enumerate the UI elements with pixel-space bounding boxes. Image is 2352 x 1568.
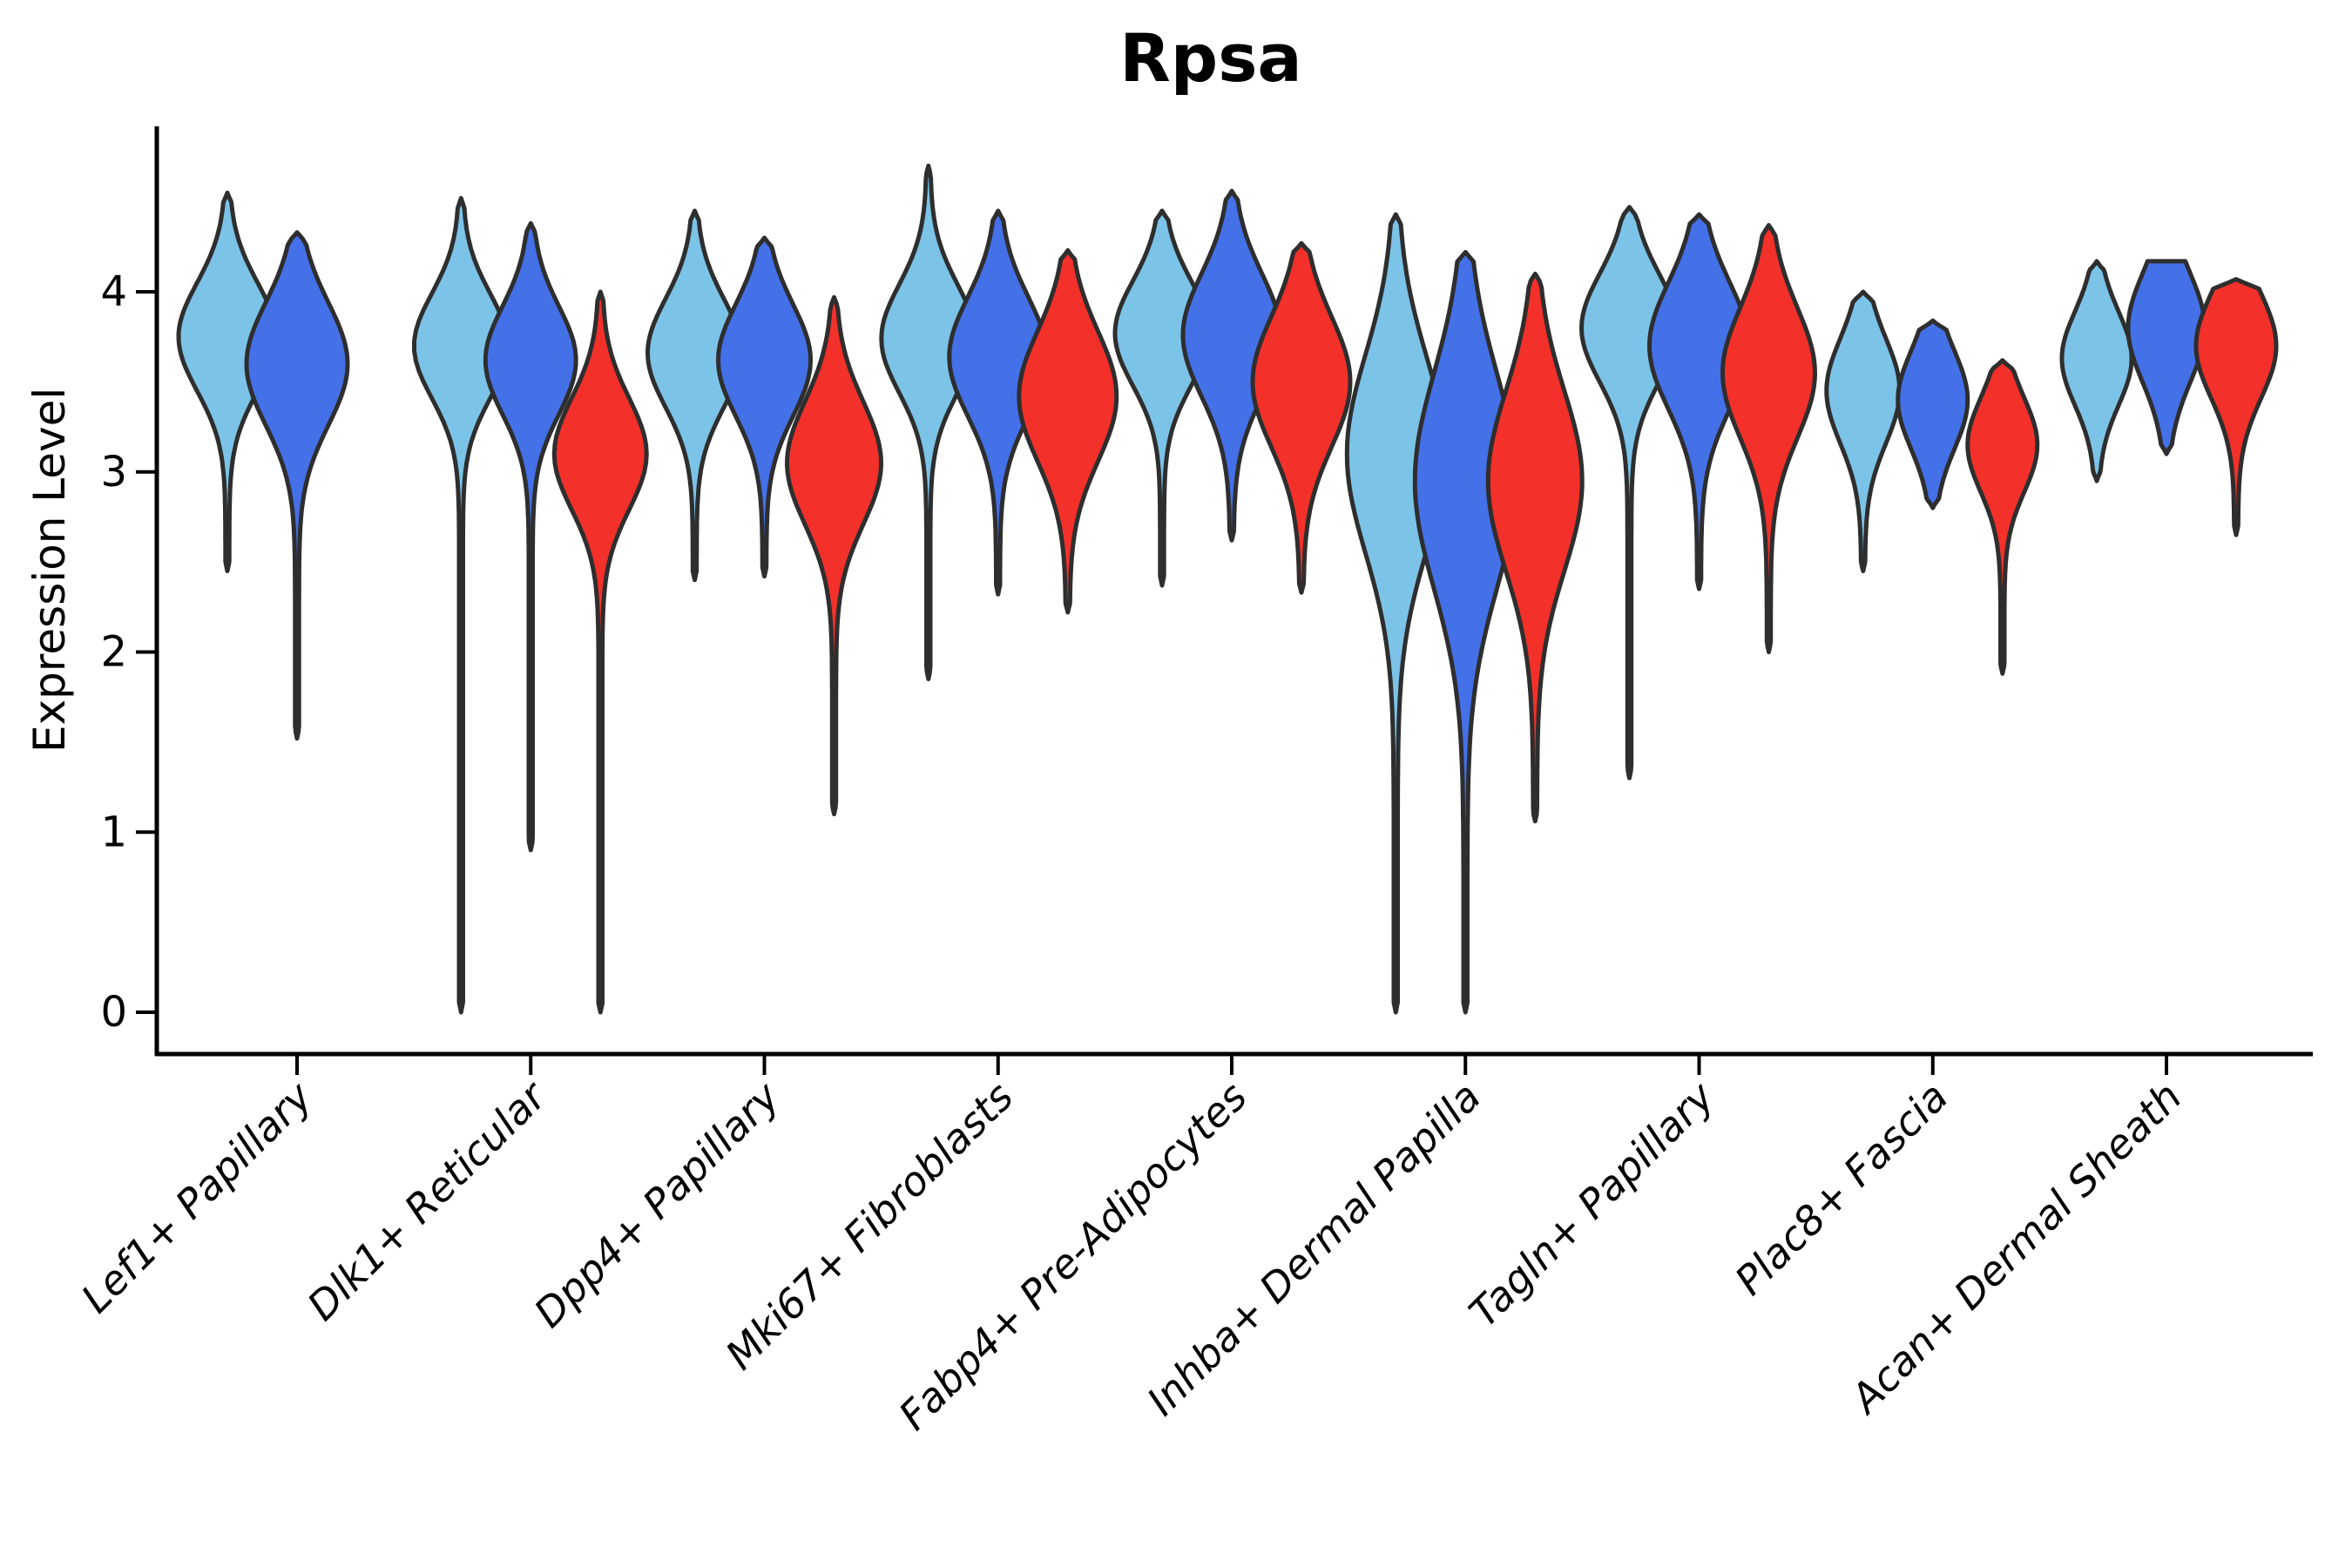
y-tick-label: 3 [100, 448, 127, 497]
violin-dpp4-papillary-royal-blue [716, 235, 813, 579]
violin-tagln-papillary-royal-blue [1647, 212, 1751, 591]
chart-title: Rpsa [1119, 19, 1302, 97]
violin-fabp4-pre-adipocytes-royal-blue [1180, 188, 1283, 543]
violin-dpp4-papillary-light-blue [645, 208, 744, 583]
violin-acan-dermal-sheath-light-blue [2059, 259, 2134, 483]
violin-plac8-fascia-red [1965, 358, 2040, 676]
y-tick-label: 2 [100, 628, 127, 677]
violin-lef1-papillary-royal-blue [244, 230, 350, 741]
violin-lef1-papillary-light-blue [176, 190, 279, 573]
y-tick-label: 4 [100, 267, 127, 316]
violin-fabp4-pre-adipocytes-light-blue [1112, 208, 1212, 588]
violin-acan-dermal-sheath-royal-blue [2126, 259, 2207, 456]
violin-fabp4-pre-adipocytes-red [1250, 240, 1353, 595]
violin-dpp4-papillary-red [785, 294, 883, 817]
violin-plac8-fascia-royal-blue [1896, 318, 1970, 510]
x-tick-label: Lef1+ Papillary [72, 1072, 321, 1321]
violin-acan-dermal-sheath-red [2193, 277, 2279, 537]
x-tick-label: Plac8+ Fascia [1726, 1073, 1957, 1304]
violin-inhba-dermal-papilla-light-blue [1344, 212, 1447, 1015]
x-tick-label: Dpp4+ Papillary [525, 1072, 789, 1336]
violin-mki67-fibroblasts-light-blue [879, 163, 978, 681]
y-tick-label: 0 [100, 988, 127, 1037]
x-tick-label: Dlk1+ Reticular [298, 1071, 557, 1329]
violin-mki67-fibroblasts-royal-blue [947, 208, 1050, 597]
violin-inhba-dermal-papilla-red [1485, 271, 1585, 824]
violin-dlk1-reticular-red [551, 289, 649, 1015]
violin-mki67-fibroblasts-red [1017, 247, 1119, 615]
violin-dlk1-reticular-light-blue [412, 196, 510, 1015]
x-tick-label: Tagln+ Papillary [1460, 1072, 1724, 1336]
violin-dlk1-reticular-royal-blue [483, 220, 578, 853]
y-tick-label: 1 [100, 808, 127, 856]
violin-plac8-fascia-light-blue [1824, 289, 1903, 573]
violin-tagln-papillary-red [1720, 223, 1817, 654]
